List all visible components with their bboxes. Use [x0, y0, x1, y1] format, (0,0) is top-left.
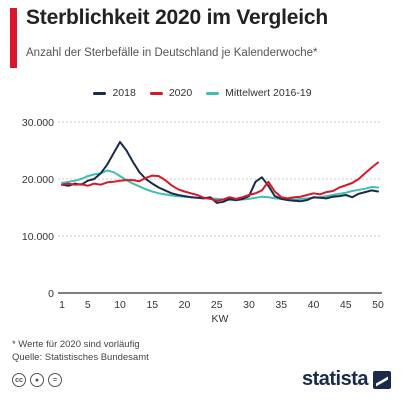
y-tick-label: 20.000 [22, 174, 54, 186]
chart-title: Sterblichkeit 2020 im Vergleich [26, 6, 328, 29]
brand-name: statista [301, 368, 369, 390]
legend-item-2020: 2020 [149, 87, 193, 99]
legend-label-average: Mittelwert 2016-19 [225, 87, 312, 99]
series-line-2018 [61, 141, 379, 204]
accent-bar [10, 8, 17, 68]
chart-subtitle: Anzahl der Sterbefälle in Deutschland je… [26, 47, 318, 59]
x-tick-label: 1 [59, 299, 65, 311]
x-tick-label: 30 [243, 299, 255, 311]
license-icons: cc ● = [12, 373, 62, 387]
legend-label-2018: 2018 [112, 87, 136, 99]
series-line-average [61, 169, 379, 202]
x-tick-label: 10 [114, 299, 126, 311]
legend-item-average: Mittelwert 2016-19 [206, 87, 312, 99]
legend-swatch-2020 [149, 91, 163, 95]
legend: 2018 2020 Mittelwert 2016-19 [0, 87, 405, 99]
x-tick-label: 20 [179, 299, 191, 311]
footnote: * Werte für 2020 sind vorläufig [12, 339, 140, 350]
legend-label-2020: 2020 [168, 87, 193, 99]
y-tick-label: 30.000 [22, 117, 54, 129]
series-line-2020 [61, 161, 379, 202]
x-tick-label: 5 [85, 299, 91, 311]
x-tick-label: 35 [275, 299, 287, 311]
source-note: Quelle: Statistisches Bundesamt [12, 352, 149, 363]
x-tick-label: 40 [308, 299, 320, 311]
statista-logo-icon [373, 370, 391, 389]
legend-swatch-2018 [93, 91, 107, 95]
x-axis-label: KW [212, 313, 229, 325]
equals-icon[interactable]: = [48, 373, 62, 387]
cc-icon[interactable]: cc [12, 373, 26, 387]
legend-item-2018: 2018 [93, 87, 136, 99]
by-icon[interactable]: ● [30, 373, 44, 387]
x-tick-label: 50 [372, 299, 384, 311]
statista-logo[interactable]: statista [302, 368, 391, 391]
y-tick-label: 10.000 [22, 231, 54, 243]
x-tick-label: 25 [211, 299, 223, 311]
y-tick-label: 0 [48, 288, 54, 300]
x-tick-label: 45 [340, 299, 352, 311]
x-tick-label: 15 [146, 299, 158, 311]
legend-swatch-average [206, 91, 220, 95]
